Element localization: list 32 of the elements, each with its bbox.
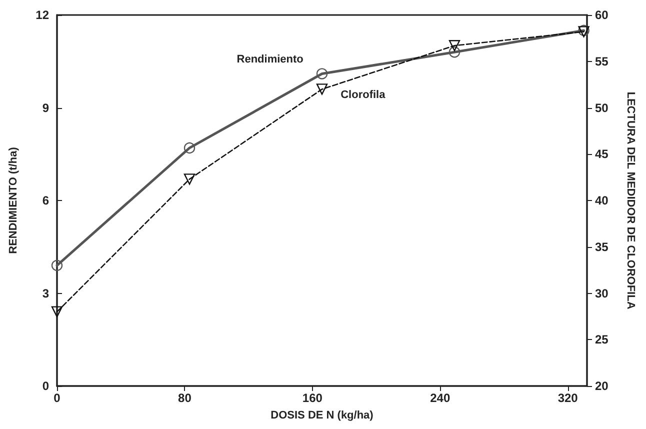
y2-tick-label: 45 xyxy=(595,147,609,162)
y-tick-label: 3 xyxy=(42,286,50,300)
y-tick-label: 9 xyxy=(42,100,50,115)
y-tick-label: 12 xyxy=(36,8,50,22)
y2-axis-title: LECTURA DEL MEDIDOR DE CLOROFILA xyxy=(624,92,636,310)
point xyxy=(448,46,460,58)
point xyxy=(448,40,460,52)
x-axis-title: DOSIS DE N (kg/ha) xyxy=(270,410,374,422)
y-axis-title: RENDIMIENTO (t/ha) xyxy=(8,146,20,254)
point xyxy=(51,306,63,318)
point xyxy=(316,84,328,95)
x-tick-label: 0 xyxy=(54,391,61,405)
series-label: Clorofila xyxy=(340,89,386,102)
point xyxy=(184,142,196,154)
y2-tick-label: 25 xyxy=(595,332,609,347)
y2-tick-label: 50 xyxy=(595,100,609,115)
y2-tick-label: 60 xyxy=(595,8,609,22)
y-tick-label: 6 xyxy=(42,194,50,208)
y2-tick-label: 40 xyxy=(595,194,609,208)
y-tick-label: 0 xyxy=(42,379,50,393)
series-label: Rendimiento xyxy=(236,54,304,66)
y2-tick-label: 20 xyxy=(595,379,609,393)
x-tick-label: 80 xyxy=(178,391,192,405)
point xyxy=(184,174,196,185)
point xyxy=(316,68,328,80)
y2-tick-label: 55 xyxy=(595,54,609,68)
x-tick-label: 320 xyxy=(558,391,578,405)
point xyxy=(51,260,63,272)
y2-tick-label: 35 xyxy=(595,240,609,254)
y2-tick-label: 30 xyxy=(595,286,609,300)
x-tick-label: 240 xyxy=(430,391,450,405)
x-tick-label: 160 xyxy=(302,391,323,405)
